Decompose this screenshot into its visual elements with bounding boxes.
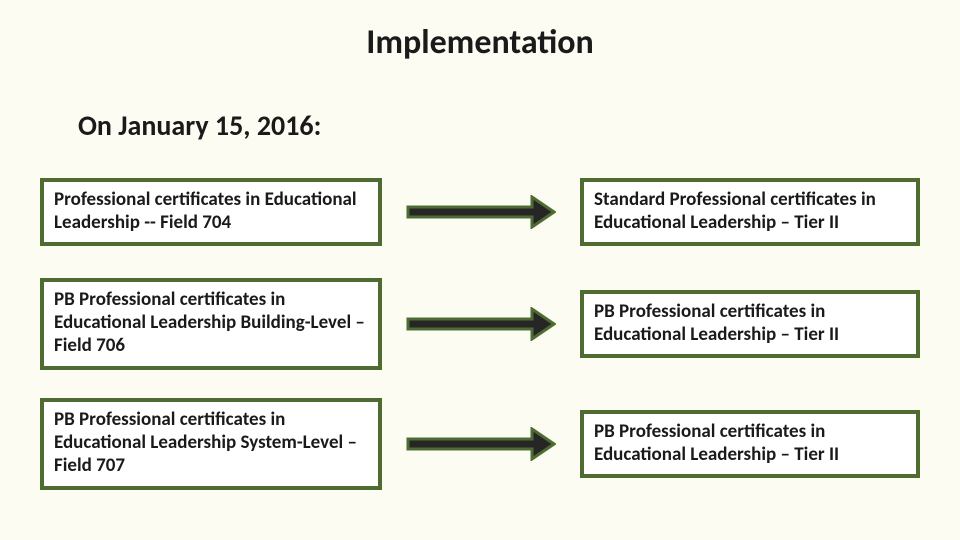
subtitle-date: On January 15, 2016: <box>78 108 321 143</box>
arrow-wrap <box>382 307 580 341</box>
source-box: PB Professional certificates in Educatio… <box>40 278 382 370</box>
arrow-right-icon <box>406 427 556 461</box>
arrow-right-icon <box>406 307 556 341</box>
arrow-wrap <box>382 427 580 461</box>
arrow-wrap <box>382 195 580 229</box>
source-box: Professional certificates in Educational… <box>40 178 382 246</box>
mapping-row: PB Professional certificates in Educatio… <box>40 278 920 370</box>
mapping-row: Professional certificates in Educational… <box>40 178 920 246</box>
source-box: PB Professional certificates in Educatio… <box>40 398 382 490</box>
page-title: Implementation <box>0 22 960 63</box>
mapping-row: PB Professional certificates in Educatio… <box>40 398 920 490</box>
target-box: PB Professional certificates in Educatio… <box>580 290 920 358</box>
target-box: Standard Professional certificates in Ed… <box>580 178 920 246</box>
arrow-right-icon <box>406 195 556 229</box>
target-box: PB Professional certificates in Educatio… <box>580 410 920 478</box>
